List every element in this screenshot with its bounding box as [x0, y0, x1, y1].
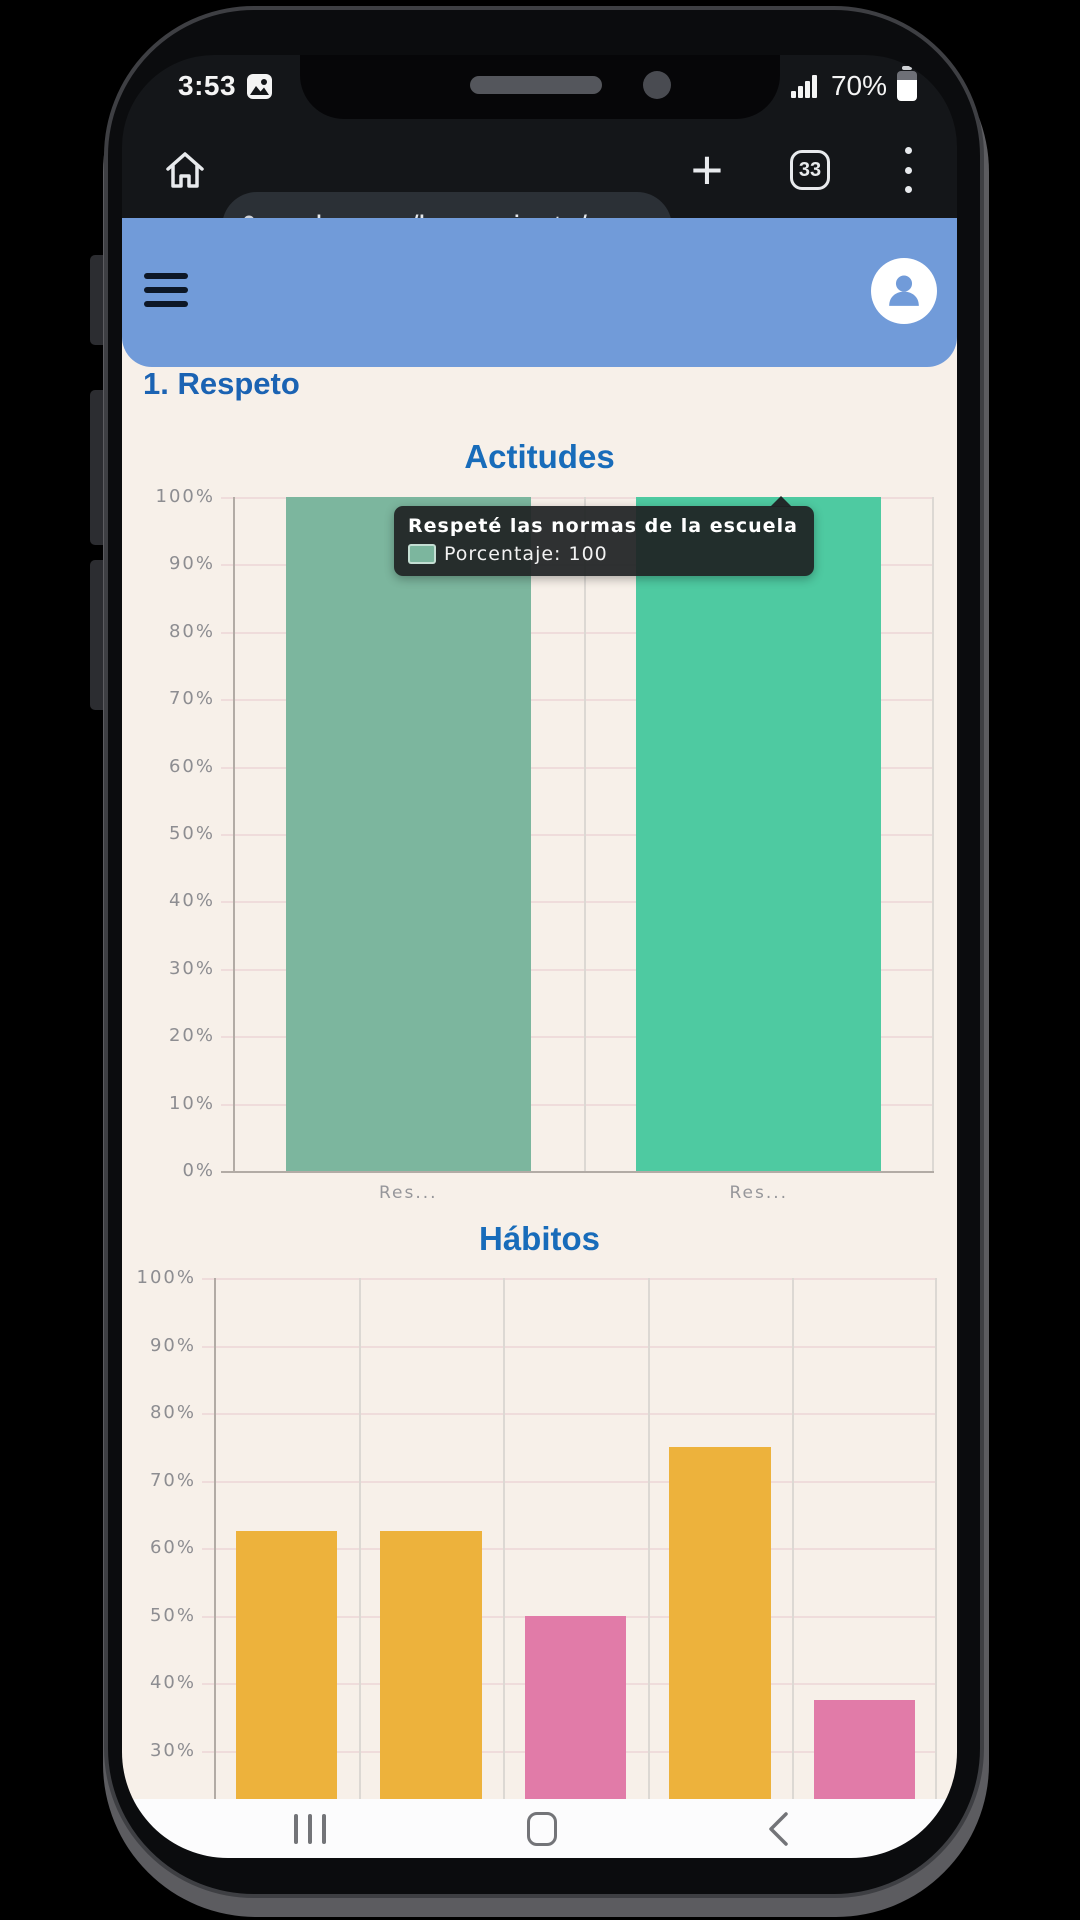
user-avatar[interactable]	[871, 258, 937, 324]
y-axis-tick-label: 70%	[149, 1469, 196, 1491]
menu-kebab-icon[interactable]	[900, 147, 916, 193]
gesture-nav-bar	[122, 1799, 957, 1858]
chart-bar[interactable]	[524, 1615, 627, 1799]
home-nav-icon[interactable]	[527, 1799, 557, 1858]
gridline	[221, 1171, 934, 1173]
y-axis-tick-label: 30%	[168, 957, 215, 979]
display-notch	[300, 55, 780, 119]
gridline	[221, 1103, 934, 1106]
gridline	[792, 1278, 795, 1799]
tab-counter[interactable]: 33	[790, 150, 830, 190]
gridline	[202, 1548, 937, 1550]
battery-percent: 70%	[830, 70, 887, 101]
signal-icon	[790, 75, 817, 98]
chart1-plot: Respeté las normas de la escuela Porcent…	[156, 486, 934, 1203]
y-axis-tick-label: 40%	[168, 890, 215, 912]
status-bar: 3:53 70%	[122, 55, 957, 117]
tooltip-series-swatch	[408, 544, 436, 564]
chart-bar[interactable]	[235, 1531, 337, 1799]
gridline	[221, 497, 934, 499]
webpage: 1. Respeto Actitudes Respeté las normas …	[122, 218, 957, 1799]
chart2-plot: 100% 90% 80% 70% 60% 50% 40% 30%	[137, 1267, 937, 1799]
browser-toolbar: valory.mx/herramienta/ + 33	[122, 121, 957, 262]
gridline	[583, 497, 586, 1171]
recents-icon[interactable]	[294, 1799, 326, 1858]
chart-bar[interactable]	[669, 1446, 771, 1799]
y-axis-tick-label: 50%	[149, 1604, 196, 1626]
y-axis-tick-label: 90%	[168, 553, 215, 575]
tooltip-title: Respeté las normas de la escuela	[408, 515, 798, 537]
chart-bar[interactable]	[636, 497, 882, 1171]
y-axis-tick-label: 0%	[182, 1160, 215, 1181]
chart2-title: Hábitos	[478, 1220, 600, 1257]
gridline	[202, 1345, 937, 1348]
x-axis-category-label: Res...	[378, 1183, 438, 1203]
chart-bar[interactable]	[380, 1531, 482, 1799]
site-header	[122, 218, 957, 367]
user-icon	[889, 275, 919, 306]
tab-count: 33	[798, 158, 822, 181]
section-title: 1. Respeto	[143, 366, 300, 401]
gridline	[358, 1278, 361, 1799]
gridline	[202, 1413, 937, 1415]
gridline	[935, 1278, 937, 1799]
y-axis-tick-label: 100%	[136, 1267, 196, 1288]
gridline	[221, 834, 934, 836]
gridline	[233, 497, 235, 1171]
gridline	[647, 1278, 650, 1799]
y-axis-tick-label: 20%	[168, 1025, 215, 1047]
tooltip-arrow	[769, 496, 792, 507]
gridline	[503, 1278, 506, 1799]
chart1-title: Actitudes	[464, 438, 615, 475]
tooltip-value: Porcentaje: 100	[444, 543, 608, 565]
y-axis-tick-label: 100%	[155, 486, 215, 507]
gridline	[202, 1278, 937, 1280]
y-axis-tick-label: 80%	[149, 1402, 196, 1423]
y-axis-tick-label: 60%	[168, 755, 215, 777]
phone-screen: 3:53 70%	[122, 55, 957, 1858]
gridline	[214, 1278, 216, 1799]
front-camera	[643, 71, 671, 99]
image-notification-icon	[247, 73, 273, 99]
clock: 3:53	[178, 70, 237, 101]
home-icon[interactable]	[162, 147, 208, 193]
chart-bar[interactable]	[814, 1699, 916, 1799]
back-icon[interactable]	[767, 1799, 789, 1858]
gridline	[932, 497, 934, 1171]
battery-icon	[897, 66, 917, 101]
chart-bar[interactable]	[285, 497, 531, 1171]
phone-frame: 3:53 70%	[104, 6, 984, 1898]
hamburger-menu-icon[interactable]	[144, 273, 188, 307]
gridline	[221, 901, 934, 904]
gridline	[221, 968, 934, 971]
gridline	[221, 1036, 934, 1039]
gridline	[221, 631, 934, 634]
y-axis-tick-label: 60%	[149, 1537, 196, 1558]
gridline	[221, 699, 934, 702]
chart-tooltip: Respeté las normas de la escuela Porcent…	[394, 496, 814, 576]
y-axis-tick-label: 80%	[168, 620, 215, 642]
x-axis-category-label: Res...	[729, 1183, 789, 1203]
y-axis-tick-label: 50%	[168, 823, 215, 844]
y-axis-tick-label: 10%	[168, 1092, 215, 1114]
y-axis-tick-label: 40%	[149, 1672, 196, 1693]
y-axis-tick-label: 70%	[168, 688, 215, 710]
y-axis-tick-label: 90%	[149, 1334, 196, 1356]
gridline	[202, 1480, 937, 1483]
y-axis-tick-label: 30%	[149, 1739, 196, 1761]
gridline	[221, 766, 934, 769]
new-tab-icon[interactable]: +	[690, 138, 724, 201]
speaker-grille	[470, 76, 602, 94]
